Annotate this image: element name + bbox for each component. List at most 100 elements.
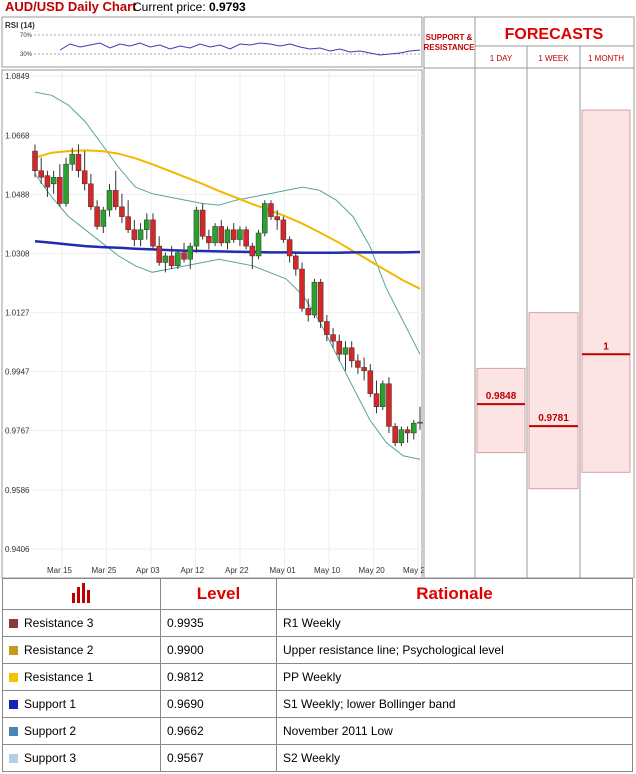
- levels-table: Level Rationale Resistance 3 0.9935 R1 Wee…: [2, 578, 633, 772]
- candle-body: [50, 177, 57, 185]
- rsi-70-label: 70%: [20, 33, 33, 39]
- level-name: Support 3: [24, 751, 77, 765]
- candle-body: [299, 268, 305, 309]
- candle-body: [81, 170, 88, 185]
- candle-body: [88, 183, 94, 208]
- candle-body: [156, 245, 162, 263]
- candle-body: [398, 429, 405, 444]
- rsi-line: [59, 42, 421, 56]
- candle-body: [237, 229, 243, 240]
- candle-body: [38, 170, 44, 178]
- x-tick-label: May 01: [270, 566, 297, 575]
- level-name-cell: Support 3: [2, 744, 161, 772]
- rationale-cell: Upper resistance line; Psychological lev…: [276, 636, 633, 664]
- candle-body: [212, 226, 218, 244]
- price-panel: [1, 69, 423, 578]
- color-swatch: [9, 673, 18, 683]
- table-row: Support 3 0.9567 S2 Weekly: [2, 744, 633, 772]
- candle-body: [57, 177, 63, 204]
- candle-body: [224, 229, 231, 244]
- candle-body: [125, 216, 131, 230]
- y-tick-label: 1.0127: [5, 309, 30, 318]
- candle-body: [175, 252, 181, 267]
- x-tick-label: May 29: [403, 566, 430, 575]
- price-grid: [2, 70, 422, 578]
- level-name-cell: Support 1: [2, 690, 161, 718]
- level-value-cell: 0.9567: [160, 744, 277, 772]
- y-tick-label: 0.9586: [5, 486, 30, 495]
- candle-body: [342, 347, 349, 355]
- candle-body: [268, 203, 274, 217]
- candle-body: [100, 209, 107, 227]
- support-resistance-title: RESISTANCE: [424, 43, 476, 52]
- candle-body: [392, 426, 398, 444]
- candle-body: [69, 154, 76, 165]
- candle-body: [386, 383, 392, 427]
- candle-body: [255, 232, 262, 257]
- x-tick-label: Mar 25: [92, 566, 117, 575]
- candle-body: [44, 175, 51, 188]
- level-name-cell: Resistance 3: [2, 609, 161, 637]
- candle-body: [162, 255, 169, 263]
- sma-blue-line: [34, 239, 421, 254]
- level-name: Resistance 3: [24, 616, 94, 630]
- candle-body: [249, 245, 256, 257]
- rsi-30-label: 30%: [20, 52, 33, 58]
- candle-body: [324, 321, 330, 335]
- candle-body: [106, 190, 113, 211]
- level-value-cell: 0.9935: [160, 609, 277, 637]
- support-resistance-title: SUPPORT &: [426, 33, 473, 42]
- y-tick-label: 1.0668: [5, 131, 30, 140]
- level-value-cell: 0.9900: [160, 636, 277, 664]
- candle-body: [379, 383, 386, 407]
- y-tick-label: 0.9947: [5, 368, 30, 377]
- indicator-lines: [34, 91, 421, 460]
- rationale-cell: S1 Weekly; lower Bollinger band: [276, 690, 633, 718]
- candlestick-series: [32, 144, 423, 447]
- table-header-row: Level Rationale: [2, 578, 633, 610]
- table-row: Support 2 0.9662 November 2011 Low: [2, 717, 633, 745]
- x-tick-label: Apr 12: [181, 566, 205, 575]
- candle-body: [199, 209, 206, 237]
- level-name-cell: Support 2: [2, 717, 161, 745]
- y-tick-label: 0.9767: [5, 427, 30, 436]
- level-name: Resistance 2: [24, 643, 94, 657]
- chart-canvas: AUD/USD Daily Chart Current price: 0.979…: [1, 0, 635, 578]
- x-tick-label: Apr 22: [225, 566, 249, 575]
- candle-body: [168, 255, 175, 267]
- forecast-range-box: [528, 312, 579, 490]
- level-value-cell: 0.9812: [160, 663, 277, 691]
- forecast-column-header: 1 WEEK: [538, 54, 569, 63]
- forecast-boxes: 1 DAY 0.9848 1 WEEK 0.9781 1 MONTH 1: [476, 54, 631, 490]
- candle-body: [193, 209, 200, 247]
- x-axis: Mar 15 Mar 25 Apr 03 Apr 12 Apr 22 May 01 May …: [47, 566, 430, 575]
- bar-chart-icon: [2, 578, 161, 610]
- level-name: Support 2: [24, 724, 77, 738]
- chart-title: AUD/USD Daily Chart: [5, 0, 137, 14]
- candle-body: [280, 219, 287, 240]
- rationale-cell: S2 Weekly: [276, 744, 633, 772]
- candle-body: [131, 229, 138, 240]
- color-swatch: [9, 646, 18, 656]
- rationale-cell: R1 Weekly: [276, 609, 633, 637]
- table-row: Resistance 3 0.9935 R1 Weekly: [2, 609, 633, 637]
- y-tick-label: 1.0308: [5, 249, 30, 258]
- candle-body: [32, 150, 38, 171]
- color-swatch: [9, 700, 18, 710]
- candle-body: [181, 252, 187, 260]
- price-value: 0.9793: [209, 0, 246, 14]
- candle-body: [144, 219, 150, 230]
- candle-body: [119, 206, 125, 217]
- candle-body: [286, 239, 293, 257]
- candle-body: [150, 219, 156, 247]
- candle-body: [367, 370, 374, 394]
- x-tick-label: Mar 15: [47, 566, 72, 575]
- candle-body: [243, 229, 249, 247]
- candle-body: [373, 393, 380, 407]
- color-swatch: [9, 619, 18, 629]
- forecasts-title: FORECASTS: [505, 26, 604, 43]
- candle-body: [361, 367, 367, 371]
- candle-body: [330, 334, 336, 342]
- candle-body: [262, 203, 268, 234]
- candle-body: [293, 255, 299, 270]
